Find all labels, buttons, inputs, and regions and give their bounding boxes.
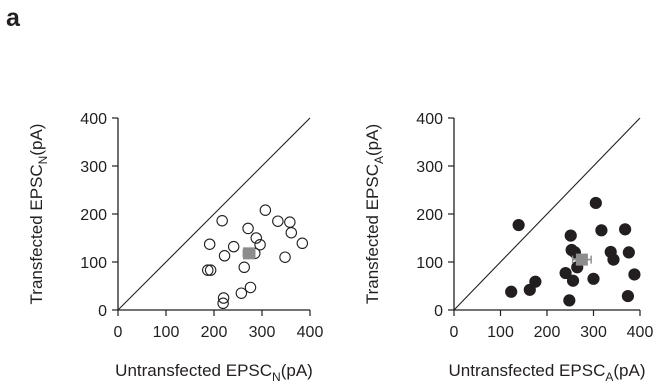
- data-point: [589, 196, 602, 210]
- data-point: [512, 218, 525, 232]
- data-point: [622, 246, 635, 259]
- y-tick-label: 200: [416, 207, 443, 224]
- x-tick-label: 300: [580, 324, 607, 341]
- data-point: [227, 240, 240, 253]
- x-tick-label: 0: [450, 324, 459, 341]
- mean-marker: [575, 253, 588, 266]
- y-axis-label: Transfected EPSCN(pA): [27, 124, 50, 305]
- data-point: [279, 251, 291, 263]
- data-point: [217, 297, 229, 310]
- data-point: [272, 215, 284, 227]
- x-tick-label: 200: [201, 324, 228, 341]
- data-point: [235, 287, 248, 299]
- y-tick-label: 300: [416, 159, 443, 176]
- identity-line: [453, 117, 641, 311]
- data-point: [218, 250, 231, 262]
- y-tick-label: 0: [434, 303, 443, 320]
- data-point: [529, 275, 542, 288]
- data-point: [259, 204, 272, 216]
- data-point: [621, 289, 635, 303]
- data-point: [216, 214, 228, 227]
- data-point: [238, 261, 250, 274]
- identity-line: [117, 117, 311, 311]
- data-point: [217, 292, 230, 304]
- x-axis-label: Untransfected EPSCA(pA): [449, 361, 646, 384]
- data-point: [564, 229, 577, 242]
- data-point: [203, 238, 216, 250]
- data-point: [619, 223, 632, 236]
- data-point: [505, 285, 518, 298]
- data-point: [566, 274, 580, 287]
- data-point: [563, 294, 576, 307]
- data-point: [250, 232, 262, 244]
- x-tick-label: 0: [114, 324, 123, 341]
- y-tick-label: 0: [98, 303, 107, 320]
- data-point: [559, 266, 572, 280]
- data-point: [244, 281, 257, 294]
- scatter-plot-left: 0 100 200 300 400 0 100 200 300 400 Untransfected …: [27, 111, 323, 384]
- mean-marker: [243, 247, 256, 260]
- data-point: [284, 216, 296, 228]
- data-point: [254, 238, 266, 251]
- data-point: [587, 272, 600, 285]
- data-point: [607, 253, 620, 266]
- y-tick-label: 100: [416, 255, 443, 272]
- data-point: [204, 264, 217, 276]
- x-axis-label: Untransfected EPSCN(pA): [115, 361, 313, 384]
- y-tick-label: 300: [80, 159, 107, 176]
- x-tick-label: 400: [627, 324, 654, 341]
- x-tick-label: 200: [534, 324, 561, 341]
- y-tick-label: 400: [416, 111, 443, 128]
- y-tick-label: 200: [80, 207, 107, 224]
- y-tick-label: 100: [80, 255, 107, 272]
- x-tick-label: 100: [487, 324, 514, 341]
- data-point: [285, 226, 298, 239]
- data-point: [595, 224, 608, 237]
- y-tick-label: 400: [80, 111, 107, 128]
- y-axis-label: Transfected EPSCA(pA): [363, 124, 386, 304]
- x-tick-label: 100: [153, 324, 180, 341]
- data-point: [202, 264, 214, 276]
- x-tick-label: 300: [249, 324, 276, 341]
- data-point: [296, 237, 309, 250]
- data-point: [242, 222, 254, 235]
- panel-label: a: [6, 4, 20, 32]
- scatter-plot-right: 0 100 200 300 400 0 100 200 300 400 Untransfected …: [363, 111, 653, 384]
- x-tick-label: 400: [297, 324, 324, 341]
- data-point: [628, 268, 641, 281]
